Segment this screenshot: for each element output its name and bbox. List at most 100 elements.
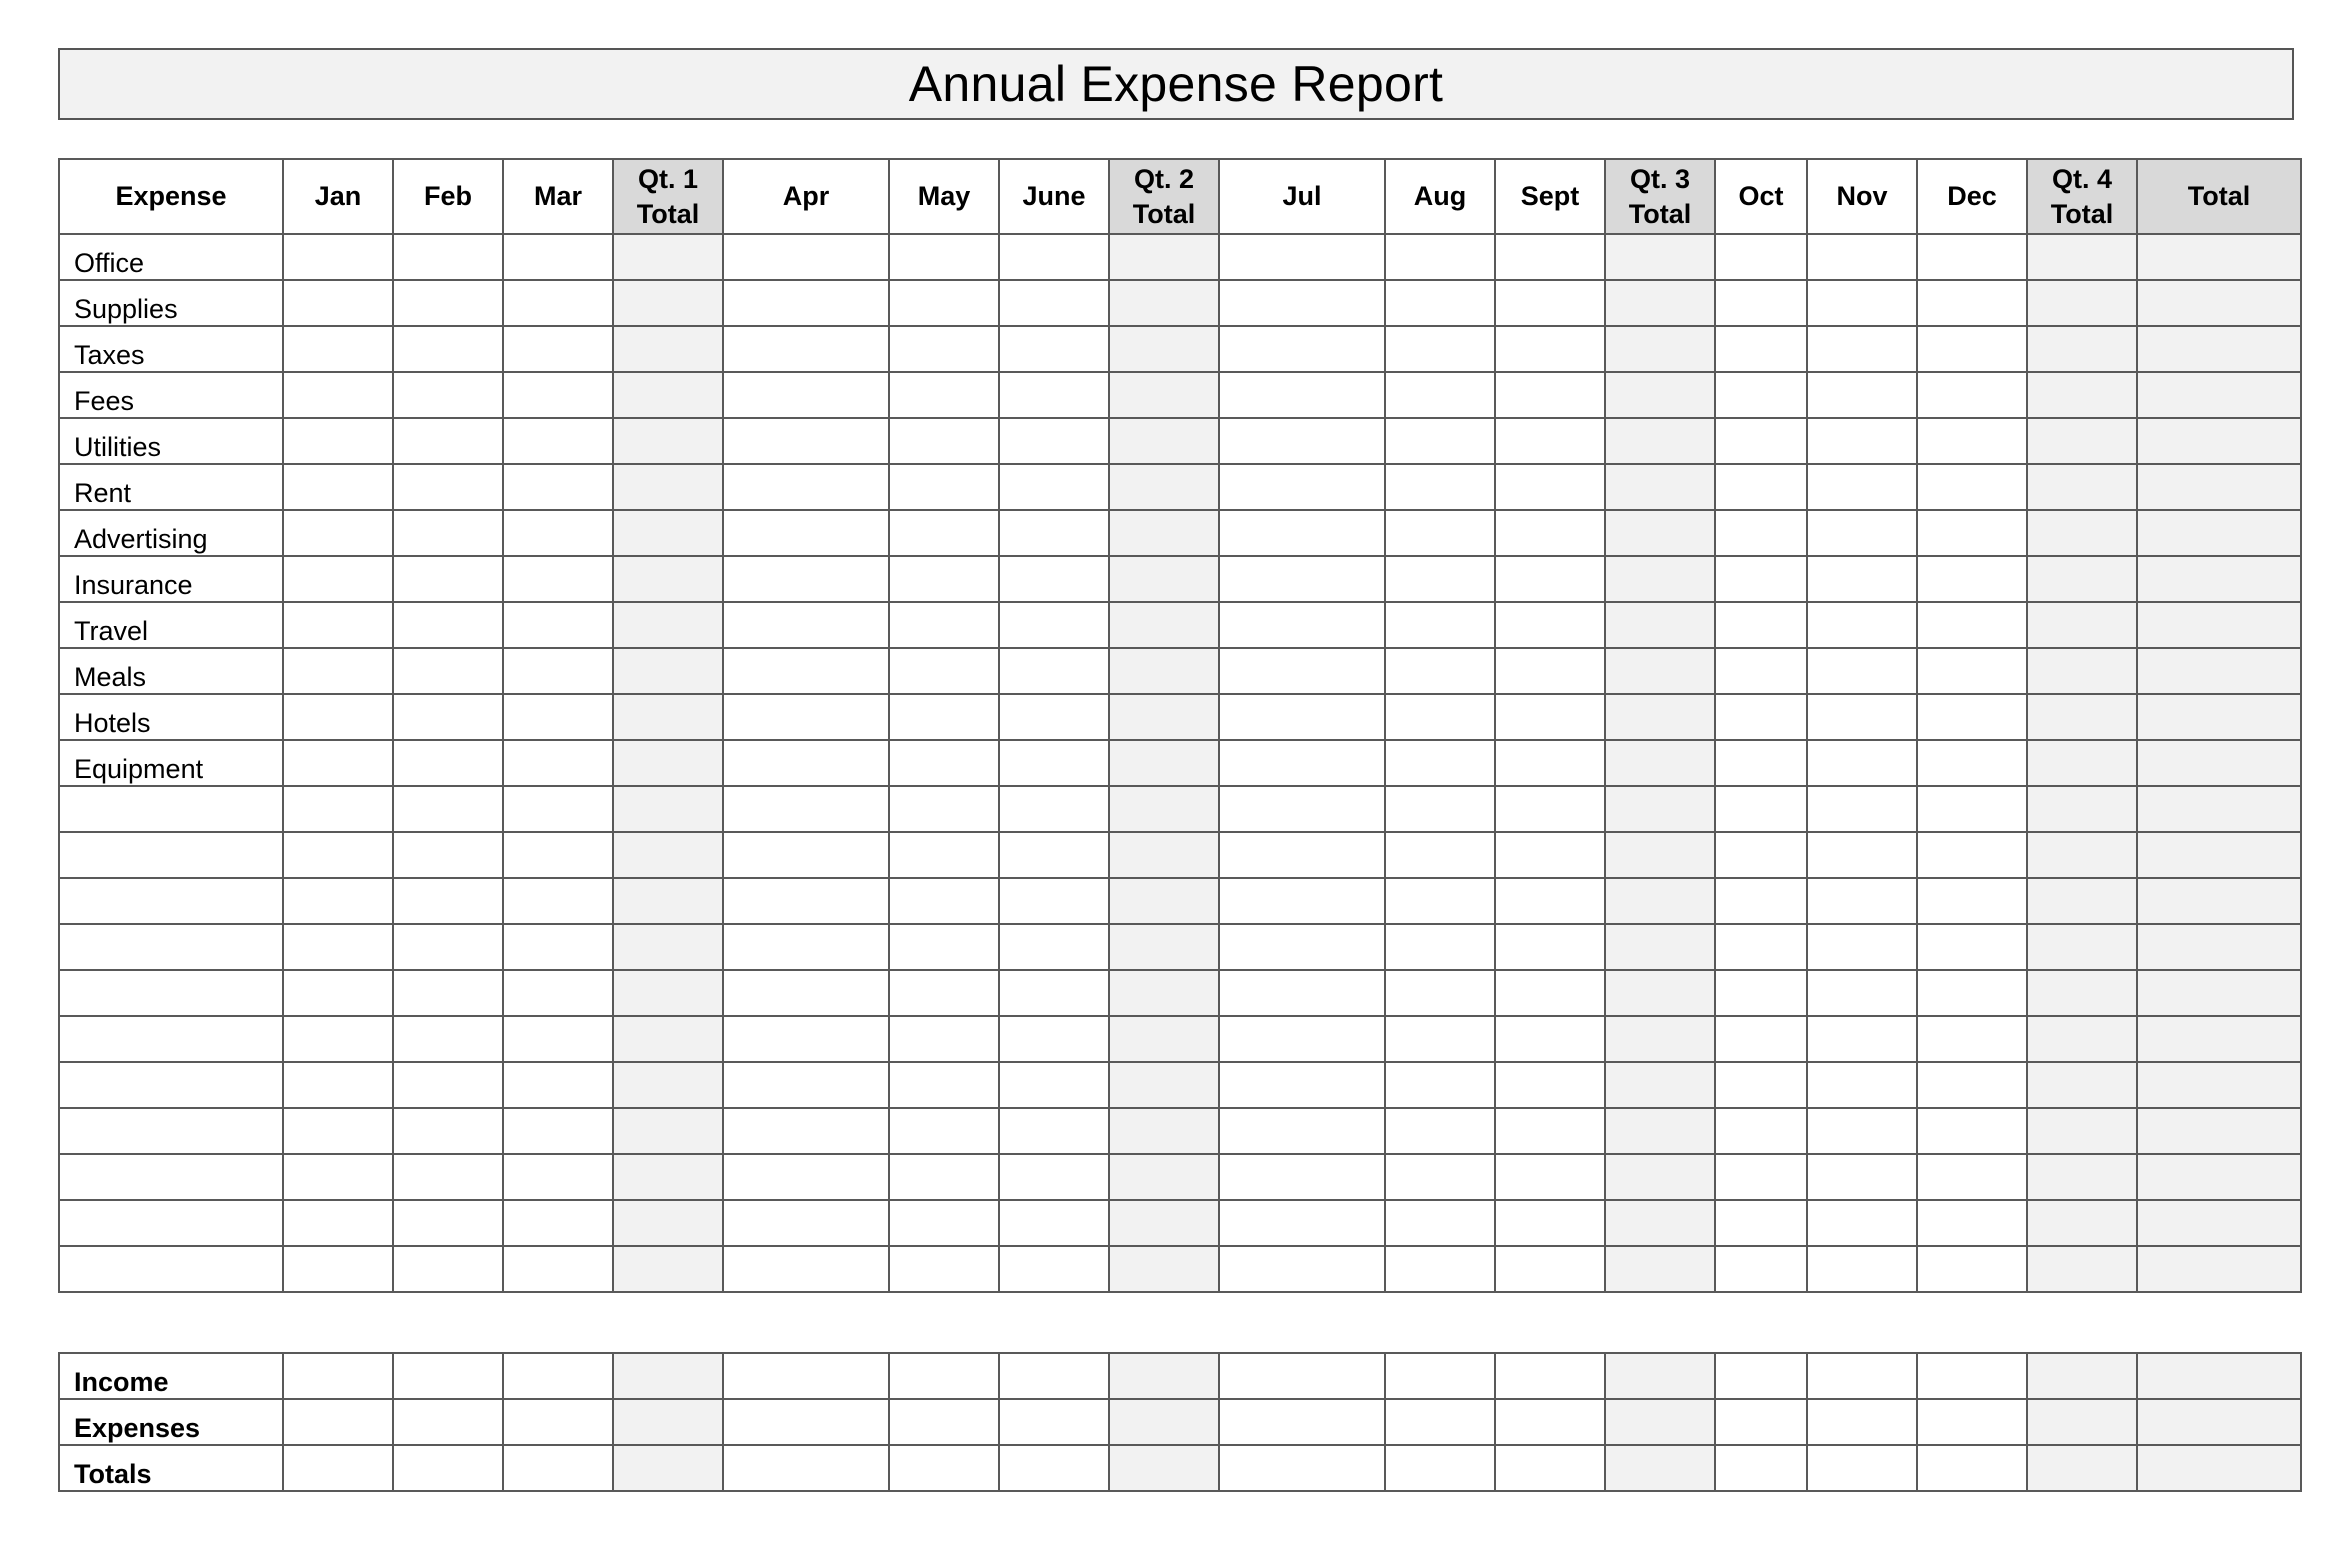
value-cell[interactable] — [888, 233, 1000, 281]
value-cell[interactable] — [282, 1245, 394, 1293]
value-cell[interactable] — [1916, 1444, 2028, 1492]
value-cell[interactable] — [1806, 969, 1918, 1017]
value-cell[interactable] — [722, 831, 890, 879]
value-cell[interactable] — [502, 739, 614, 787]
quarter-total-cell[interactable] — [1604, 739, 1716, 787]
value-cell[interactable] — [1494, 233, 1606, 281]
value-cell[interactable] — [888, 1015, 1000, 1063]
value-cell[interactable] — [888, 1352, 1000, 1400]
quarter-total-cell[interactable] — [612, 923, 724, 971]
value-cell[interactable] — [1384, 279, 1496, 327]
quarter-total-cell[interactable] — [1604, 1107, 1716, 1155]
expense-row-label[interactable] — [58, 923, 284, 971]
value-cell[interactable] — [722, 739, 890, 787]
total-cell[interactable] — [2136, 1245, 2302, 1293]
quarter-total-cell[interactable] — [2026, 601, 2138, 649]
value-cell[interactable] — [1494, 831, 1606, 879]
value-cell[interactable] — [1806, 601, 1918, 649]
value-cell[interactable] — [1916, 693, 2028, 741]
quarter-total-cell[interactable] — [1604, 1199, 1716, 1247]
quarter-total-cell[interactable] — [2026, 1199, 2138, 1247]
value-cell[interactable] — [1384, 417, 1496, 465]
value-cell[interactable] — [722, 877, 890, 925]
value-cell[interactable] — [1714, 831, 1808, 879]
value-cell[interactable] — [998, 555, 1110, 603]
value-cell[interactable] — [502, 463, 614, 511]
value-cell[interactable] — [998, 325, 1110, 373]
total-cell[interactable] — [2136, 1199, 2302, 1247]
value-cell[interactable] — [1384, 325, 1496, 373]
summary-row-label[interactable]: Expenses — [58, 1398, 284, 1446]
quarter-total-cell[interactable] — [612, 1107, 724, 1155]
summary-row-label[interactable]: Income — [58, 1352, 284, 1400]
expense-row-label[interactable] — [58, 785, 284, 833]
value-cell[interactable] — [1714, 877, 1808, 925]
value-cell[interactable] — [1384, 463, 1496, 511]
quarter-total-cell[interactable] — [1604, 1061, 1716, 1109]
value-cell[interactable] — [1806, 785, 1918, 833]
value-cell[interactable] — [392, 463, 504, 511]
value-cell[interactable] — [1494, 463, 1606, 511]
value-cell[interactable] — [502, 1107, 614, 1155]
expense-row-label[interactable]: Utilities — [58, 417, 284, 465]
value-cell[interactable] — [1384, 1153, 1496, 1201]
quarter-total-cell[interactable] — [1108, 325, 1220, 373]
quarter-total-cell[interactable] — [1108, 233, 1220, 281]
quarter-total-cell[interactable] — [2026, 877, 2138, 925]
value-cell[interactable] — [1916, 969, 2028, 1017]
quarter-total-cell[interactable] — [1108, 693, 1220, 741]
value-cell[interactable] — [722, 601, 890, 649]
value-cell[interactable] — [1384, 1015, 1496, 1063]
value-cell[interactable] — [1916, 923, 2028, 971]
value-cell[interactable] — [1916, 463, 2028, 511]
value-cell[interactable] — [392, 923, 504, 971]
total-cell[interactable] — [2136, 233, 2302, 281]
value-cell[interactable] — [502, 509, 614, 557]
value-cell[interactable] — [1494, 693, 1606, 741]
value-cell[interactable] — [1218, 1444, 1386, 1492]
total-cell[interactable] — [2136, 1107, 2302, 1155]
quarter-total-cell[interactable] — [1108, 923, 1220, 971]
value-cell[interactable] — [282, 509, 394, 557]
quarter-total-cell[interactable] — [1604, 1153, 1716, 1201]
expense-row-label[interactable] — [58, 1107, 284, 1155]
quarter-total-cell[interactable] — [1604, 785, 1716, 833]
value-cell[interactable] — [1494, 739, 1606, 787]
value-cell[interactable] — [1494, 371, 1606, 419]
quarter-total-cell[interactable] — [2026, 831, 2138, 879]
value-cell[interactable] — [1218, 693, 1386, 741]
quarter-total-cell[interactable] — [612, 601, 724, 649]
value-cell[interactable] — [282, 1398, 394, 1446]
value-cell[interactable] — [502, 555, 614, 603]
value-cell[interactable] — [998, 785, 1110, 833]
value-cell[interactable] — [1916, 1199, 2028, 1247]
value-cell[interactable] — [1494, 1444, 1606, 1492]
value-cell[interactable] — [392, 555, 504, 603]
value-cell[interactable] — [1916, 555, 2028, 603]
quarter-total-cell[interactable] — [1108, 1107, 1220, 1155]
value-cell[interactable] — [1714, 1199, 1808, 1247]
value-cell[interactable] — [1384, 1107, 1496, 1155]
value-cell[interactable] — [1218, 325, 1386, 373]
value-cell[interactable] — [1714, 1352, 1808, 1400]
value-cell[interactable] — [282, 877, 394, 925]
value-cell[interactable] — [1806, 233, 1918, 281]
value-cell[interactable] — [1916, 739, 2028, 787]
value-cell[interactable] — [1916, 1015, 2028, 1063]
value-cell[interactable] — [1384, 233, 1496, 281]
value-cell[interactable] — [1494, 785, 1606, 833]
value-cell[interactable] — [722, 693, 890, 741]
value-cell[interactable] — [998, 877, 1110, 925]
value-cell[interactable] — [392, 509, 504, 557]
value-cell[interactable] — [1494, 1061, 1606, 1109]
quarter-total-cell[interactable] — [2026, 279, 2138, 327]
expense-row-label[interactable]: Travel — [58, 601, 284, 649]
value-cell[interactable] — [502, 877, 614, 925]
value-cell[interactable] — [998, 371, 1110, 419]
total-cell[interactable] — [2136, 647, 2302, 695]
value-cell[interactable] — [1916, 877, 2028, 925]
quarter-total-cell[interactable] — [612, 969, 724, 1017]
value-cell[interactable] — [1218, 279, 1386, 327]
value-cell[interactable] — [282, 1444, 394, 1492]
total-cell[interactable] — [2136, 877, 2302, 925]
